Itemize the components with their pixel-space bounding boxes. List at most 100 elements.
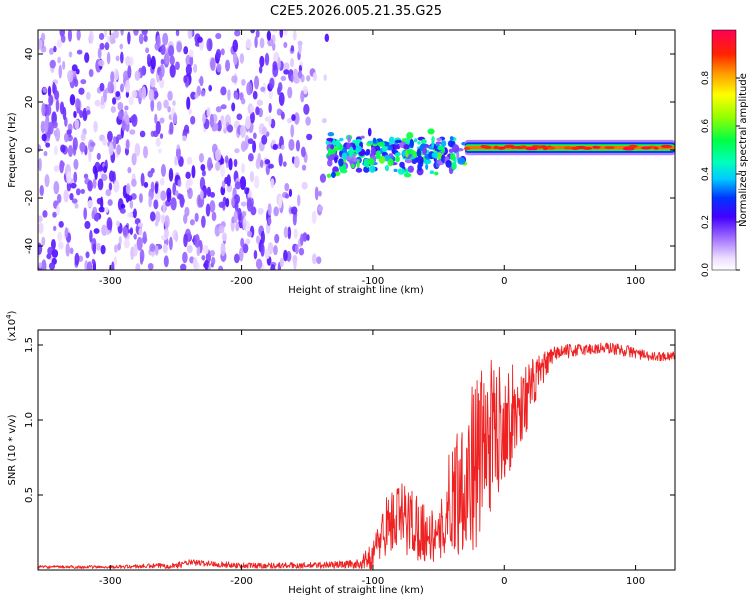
spectrogram-transition-cell [370,146,376,155]
spectrogram-noise-cell [79,141,86,153]
spectrogram-noise-cell [183,233,188,248]
spectrogram-noise-cell [267,203,272,216]
spectrogram-noise-cell [103,165,108,174]
spectrogram-noise-cell [117,242,121,251]
spectrogram-noise-cell [111,261,115,270]
spectrogram-noise-cell [264,248,271,260]
spectrogram-noise-cell [254,35,258,49]
spectrogram-transition-cell [456,151,460,161]
spectrogram-noise-cell [277,81,283,92]
spectrogram-noise-cell [127,212,134,218]
spectrogram-noise-cell [225,59,230,72]
spectrogram-noise-cell [232,39,239,53]
spectrogram-noise-cell [87,180,93,192]
spectrogram-transition-cell [416,148,422,158]
spectrogram-noise-cell [306,234,310,241]
spectrogram-noise-cell [201,169,206,177]
spectrogram-noise-cell [92,243,97,255]
spectrogram-tone-peak [525,146,535,150]
spectrogram-noise-cell [224,155,229,164]
spectrogram-noise-cell [109,32,115,45]
spectrogram-noise-cell [113,256,118,266]
spectrogram-noise-cell [278,195,283,209]
spectrogram-noise-cell [168,236,173,251]
spectrogram-noise-cell [122,225,128,237]
spectrogram-noise-cell [157,148,162,154]
spectrogram-noise-cell [186,244,193,254]
spectrogram-noise-cell [235,222,240,232]
colorbar-tick-label: 0.2 [701,215,711,229]
spectrogram-transition-cell [429,170,435,175]
spectrogram-noise-cell [172,100,176,106]
snr-x-tick-label: -300 [99,576,122,587]
spectrogram-tone-peak [660,144,670,148]
spectrogram-noise-cell [215,48,222,60]
spectrogram-noise-cell [54,145,58,156]
spectrogram-noise-cell [183,75,188,84]
spectrogram-noise-cell [106,217,113,231]
spectrogram-transition-cell [387,158,394,167]
snr-x-tick-label: 100 [626,576,645,587]
spectrogram-noise-cell [159,70,163,81]
spectrogram-noise-cell [283,249,288,262]
spectrogram-transition-cell [327,159,333,167]
spectrogram-noise-cell [128,96,134,105]
spectrogram-noise-cell [209,200,216,213]
spectrogram-transition-cell [409,139,414,149]
spectrogram-noise-cell [138,193,143,204]
spectrogram-noise-cell [220,48,225,56]
spectrogram-noise-cell [300,146,306,158]
spectrogram-noise-cell [50,238,56,250]
spectrogram-transition-cell [451,162,457,170]
spectrogram-noise-cell [212,122,219,132]
spectrogram-noise-cell [318,190,322,197]
spectrogram-noise-cell [76,107,81,114]
spectrogram-noise-cell [38,157,42,172]
snr-frame [37,329,676,571]
spectrogram-noise-cell [205,203,211,217]
spectrogram-noise-cell [54,127,61,142]
spectrogram-transition-cell [417,141,421,145]
spectrogram-noise-cell [260,86,266,92]
spectrogram-transition-cell [425,164,429,170]
spectrogram-noise-cell [117,110,124,121]
spectrogram-noise-cell [72,137,78,151]
spectrogram-noise-cell [188,108,192,115]
spectrogram-noise-cell [187,30,193,40]
spectrogram-x-axis: -300 -200 -100 0 100 [99,30,645,287]
spectrogram-noise-cell [148,88,155,101]
spectrogram-transition-cell [352,139,359,144]
spectrogram-noise-cell [209,191,216,198]
spectrogram-noise-cell [153,199,159,210]
spectrogram-noise-cell [68,51,73,58]
spectrogram-noise-cell [174,190,179,197]
spectrogram-noise-cell [201,215,206,228]
spectrogram-noise-cell [59,30,66,37]
spectrogram-noise-cell [140,172,145,187]
spectrogram-tone-peak [563,146,573,150]
spectrogram-transition-cell [420,138,427,145]
spectrogram-noise-cell [222,119,226,130]
spectrogram-noise-cell [86,109,91,115]
spectrogram-noise-cell [75,188,81,196]
spectrogram-noise-cell [300,90,305,103]
spectrogram-noise-cell [249,111,255,124]
spectrogram-tone-peak [519,145,528,149]
spectrogram-noise-cell [174,155,178,166]
spectrogram-noise-cell [204,259,209,270]
spectrogram-noise-cell [44,174,50,188]
spectrogram-noise-cell [143,181,149,188]
spectrogram-noise-cell [94,212,100,222]
spectrogram-noise-cell [284,193,290,199]
spectrogram-noise-cell [186,156,193,165]
spectrogram-tone-peak [622,147,635,151]
spectrogram-noise-cell [80,132,86,142]
spectrogram-noise-cell [237,207,242,221]
spectrogram-noise-cell [125,139,130,150]
spectrogram-noise-cell [293,228,298,239]
spectrogram-noise-cell [167,105,171,113]
spectrogram-noise-cell [150,98,155,112]
spectrogram-noise-cell [200,164,206,171]
spectrogram-x-tick-label: -300 [99,276,122,287]
spectrogram-transition-cell [375,150,381,158]
